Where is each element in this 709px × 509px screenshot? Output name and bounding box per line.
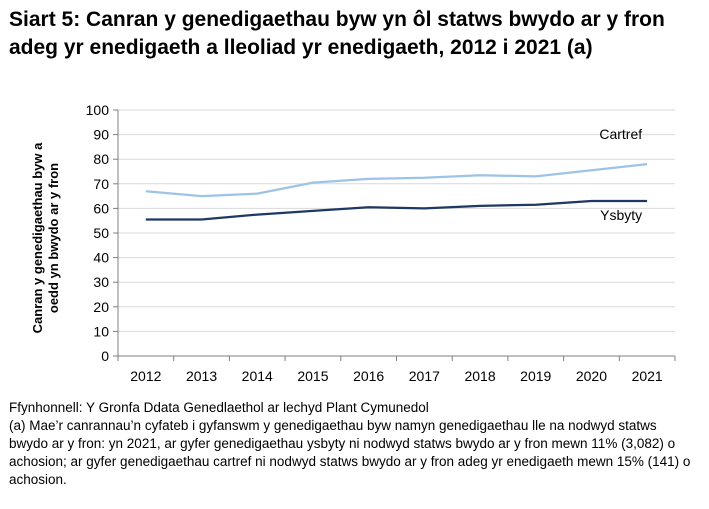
axes [113,109,676,361]
footnote: (a) Mae’r canrannau’n cyfateb i gyfanswm… [9,418,691,487]
y-tick-label: 40 [93,250,109,266]
x-tick-label: 2013 [186,368,217,384]
x-tick-label: 2019 [520,368,551,384]
series-lines: Cartref Ysbyty [145,126,648,223]
series-line-ysbyty [145,199,648,221]
x-tick-label: 2016 [353,368,384,384]
y-axis-title: Canran y genedigaethau byw a oedd yn bwyd… [30,142,61,333]
x-tick-label: 2017 [409,368,440,384]
y-axis-ticks: 0 10 20 30 40 50 60 70 80 90 100 [86,102,110,364]
y-tick-label: 100 [86,102,110,118]
y-tick-label: 20 [93,299,109,315]
x-tick-label: 2021 [632,368,663,384]
y-tick-label: 80 [93,151,109,167]
y-tick-label: 30 [93,274,109,290]
chart-notes: Ffynhonnell: Y Gronfa Ddata Genedlaethol… [9,399,699,489]
y-axis-title-line: oedd yn bwydo ar y fron [46,163,61,313]
y-tick-label: 90 [93,127,109,143]
series-line-cartref [145,162,648,198]
chart-title: Siart 5: Canran y genedigaethau byw yn ô… [9,8,665,59]
series-label-ysbyty: Ysbyty [600,207,642,223]
y-tick-label: 0 [101,348,109,364]
series-label-cartref: Cartref [599,126,642,142]
y-tick-label: 60 [93,200,109,216]
x-tick-label: 2018 [464,368,495,384]
x-tick-label: 2015 [297,368,328,384]
y-axis-title-group: Canran y genedigaethau byw a oedd yn bwyd… [30,142,61,333]
y-tick-label: 50 [93,225,109,241]
x-axis-ticks: 2012 2013 2014 2015 2016 2017 2018 2019 2020 2021 [130,368,663,384]
x-tick-label: 2014 [242,368,273,384]
y-tick-label: 70 [93,176,109,192]
x-tick-label: 2012 [130,368,161,384]
y-tick-label: 10 [93,323,109,339]
x-tick-label: 2020 [576,368,607,384]
source-note: Ffynhonnell: Y Gronfa Ddata Genedlaethol… [9,400,429,415]
gridlines [118,109,675,332]
y-axis-title-line: Canran y genedigaethau byw a [30,142,45,333]
